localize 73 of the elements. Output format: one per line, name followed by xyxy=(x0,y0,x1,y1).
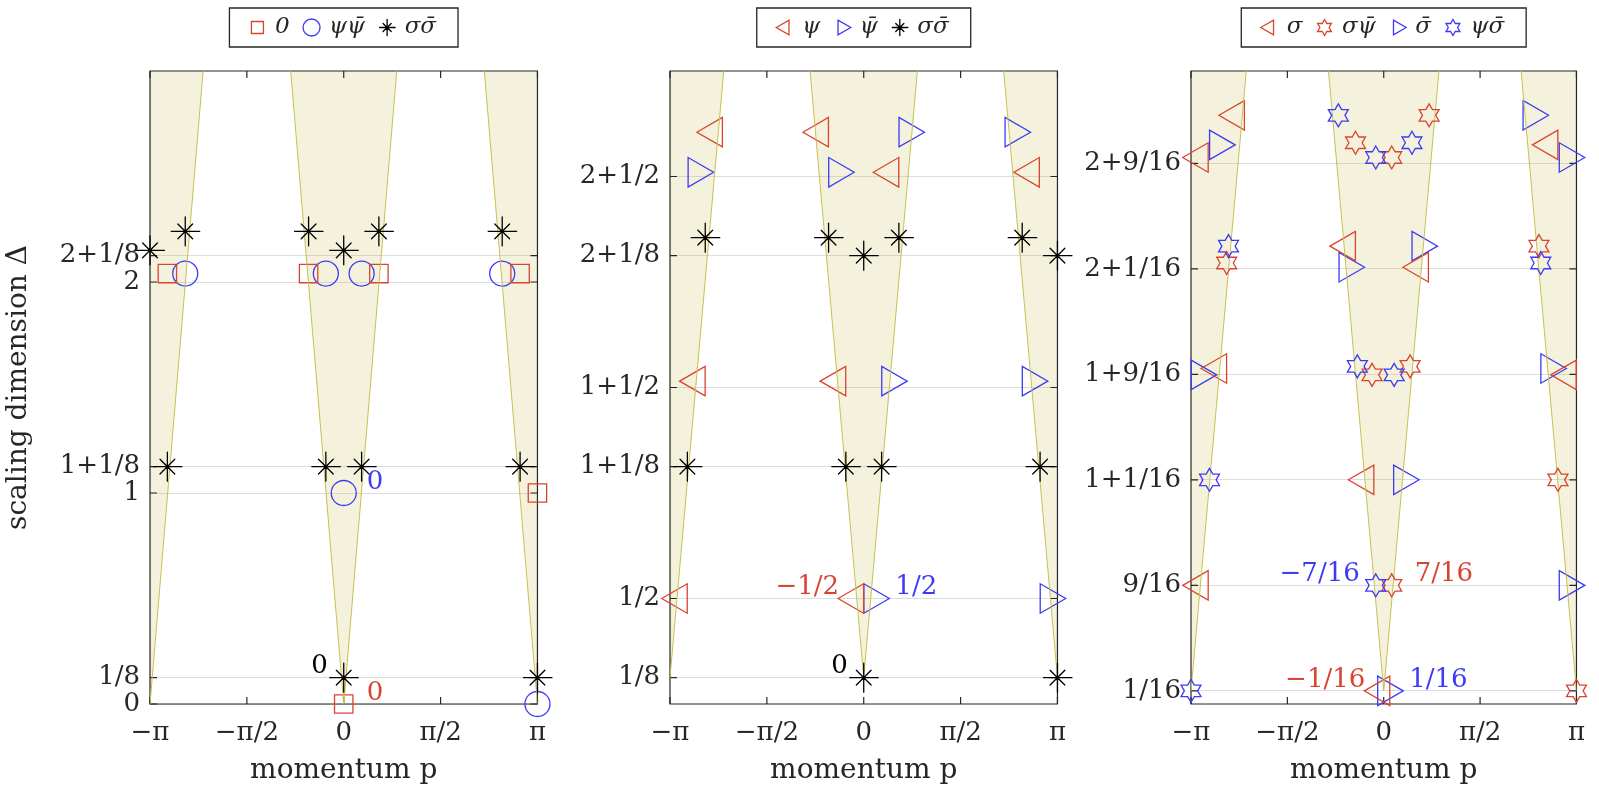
y-tick-label: 9/16 xyxy=(1122,568,1181,599)
y-axis-title: scaling dimension Δ xyxy=(0,245,34,530)
y-tick-label: 2+9/16 xyxy=(1084,146,1181,177)
legend-label: ψψ̄ xyxy=(329,12,367,39)
annotation: 0 xyxy=(366,464,384,495)
annotation: 1/16 xyxy=(1409,662,1468,693)
x-tick-label: −π xyxy=(1171,716,1211,747)
annotation: −1/2 xyxy=(775,570,840,601)
x-tick-label: 0 xyxy=(1375,716,1392,747)
point xyxy=(170,216,201,247)
annotation: −7/16 xyxy=(1279,557,1360,588)
x-axis-title: momentum p xyxy=(770,752,958,786)
point xyxy=(333,694,354,714)
legend-label: ψ̄ xyxy=(859,12,879,39)
point xyxy=(330,479,357,507)
y-tick-label: 2+1/16 xyxy=(1084,251,1181,282)
x-axis-title: momentum p xyxy=(1290,752,1478,786)
point xyxy=(489,260,516,287)
x-axis-title: momentum p xyxy=(250,752,438,786)
annotation: 0 xyxy=(366,675,384,706)
x-tick-label: π/2 xyxy=(419,716,462,747)
point xyxy=(152,451,183,482)
point xyxy=(369,263,389,284)
y-tick-label: 1+1/2 xyxy=(579,370,660,401)
point xyxy=(487,216,518,247)
y-tick-label: 2+1/8 xyxy=(579,238,660,269)
point xyxy=(328,235,359,266)
annotation: 1/2 xyxy=(895,570,938,601)
point xyxy=(293,216,324,247)
x-tick-label: π xyxy=(1567,716,1585,747)
y-tick-label: 2+1/2 xyxy=(579,159,660,190)
point xyxy=(527,483,548,503)
x-tick-label: −π/2 xyxy=(734,716,799,747)
point xyxy=(172,260,199,287)
annotation: −1/16 xyxy=(1285,662,1366,693)
x-tick-label: 0 xyxy=(855,716,872,747)
point xyxy=(328,662,359,693)
point xyxy=(157,263,178,284)
point xyxy=(524,690,551,718)
y-tick-label: 1+9/16 xyxy=(1084,357,1181,388)
legend-label: ψ xyxy=(802,12,822,39)
legend-label: ψσ̄ xyxy=(1470,12,1506,39)
y-tick-label: 1/2 xyxy=(618,581,660,612)
point xyxy=(504,451,536,482)
legend-label: σ xyxy=(1286,12,1304,39)
legend-label: σσ̄ xyxy=(404,12,438,39)
point xyxy=(510,263,530,284)
legend-label: σψ̄ xyxy=(1341,12,1377,39)
legend-label: σ̄ xyxy=(1415,12,1433,39)
x-tick-label: −π xyxy=(130,716,170,747)
point xyxy=(522,662,553,693)
point xyxy=(348,260,375,287)
y-tick-label: 1/16 xyxy=(1122,673,1181,704)
point xyxy=(310,451,341,482)
x-tick-label: 0 xyxy=(335,716,352,747)
point xyxy=(298,263,319,284)
x-tick-label: π xyxy=(528,716,546,747)
y-tick-label: 1/8 xyxy=(618,660,660,691)
x-tick-label: π/2 xyxy=(1458,716,1502,747)
x-tick-label: −π/2 xyxy=(1255,716,1320,747)
x-tick-label: −π xyxy=(650,716,690,747)
legend-label: σσ̄ xyxy=(917,12,951,39)
x-tick-label: π/2 xyxy=(939,716,982,747)
legend-label: 0 xyxy=(274,12,290,39)
x-tick-label: π xyxy=(1048,716,1066,747)
annotation: 0 xyxy=(311,649,328,680)
x-tick-label: −π/2 xyxy=(214,716,279,747)
point xyxy=(312,260,339,287)
y-tick-label: 1+1/8 xyxy=(579,449,660,480)
y-tick-label: 1+1/16 xyxy=(1084,462,1181,493)
annotation: 0 xyxy=(831,649,848,680)
annotation: 7/16 xyxy=(1414,557,1474,588)
point xyxy=(363,216,395,247)
